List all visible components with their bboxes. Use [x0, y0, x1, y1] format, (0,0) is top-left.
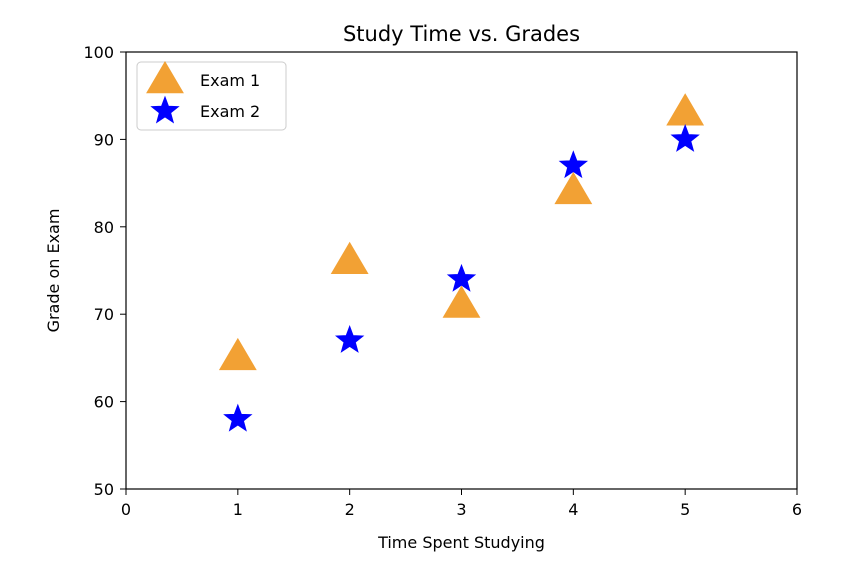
data-point-star — [334, 324, 365, 353]
y-tick-label: 70 — [94, 305, 114, 324]
x-axis-ticks: 0 1 2 3 4 5 6 — [121, 489, 802, 519]
data-point-triangle — [330, 241, 369, 275]
x-tick-label: 3 — [456, 500, 466, 519]
y-tick-label: 100 — [83, 43, 114, 62]
y-tick-label: 90 — [94, 130, 114, 149]
y-tick-label: 80 — [94, 218, 114, 237]
x-tick-label: 0 — [121, 500, 131, 519]
legend: Exam 1 Exam 2 — [136, 61, 287, 131]
legend-label-exam-2: Exam 2 — [200, 102, 260, 121]
x-tick-label: 2 — [345, 500, 355, 519]
series-layer — [218, 93, 705, 432]
y-axis-label: Grade on Exam — [44, 209, 63, 333]
y-axis-ticks: 50 60 70 80 90 100 — [83, 43, 126, 499]
data-point-star — [223, 403, 253, 432]
legend-label-exam-1: Exam 1 — [200, 71, 260, 90]
x-tick-label: 5 — [680, 500, 690, 519]
y-tick-label: 50 — [94, 480, 114, 499]
x-axis-label: Time Spent Studying — [377, 533, 545, 552]
x-tick-label: 1 — [233, 500, 243, 519]
data-point-triangle — [218, 337, 257, 371]
x-tick-label: 4 — [568, 500, 578, 519]
legend-marker-exam-1 — [146, 61, 184, 94]
series-exam-2 — [223, 123, 700, 432]
legend-star-marker — [150, 95, 180, 124]
data-point-star — [670, 123, 700, 152]
chart-title: Study Time vs. Grades — [343, 22, 580, 46]
data-point-triangle — [554, 171, 593, 205]
series-exam-1 — [218, 93, 705, 371]
data-point-star — [558, 150, 589, 179]
legend-marker-exam-2 — [150, 95, 180, 124]
data-point-star — [446, 263, 477, 292]
x-tick-label: 6 — [792, 500, 802, 519]
data-point-triangle — [442, 285, 481, 318]
legend-triangle-marker — [146, 61, 184, 94]
y-tick-label: 60 — [94, 393, 114, 412]
